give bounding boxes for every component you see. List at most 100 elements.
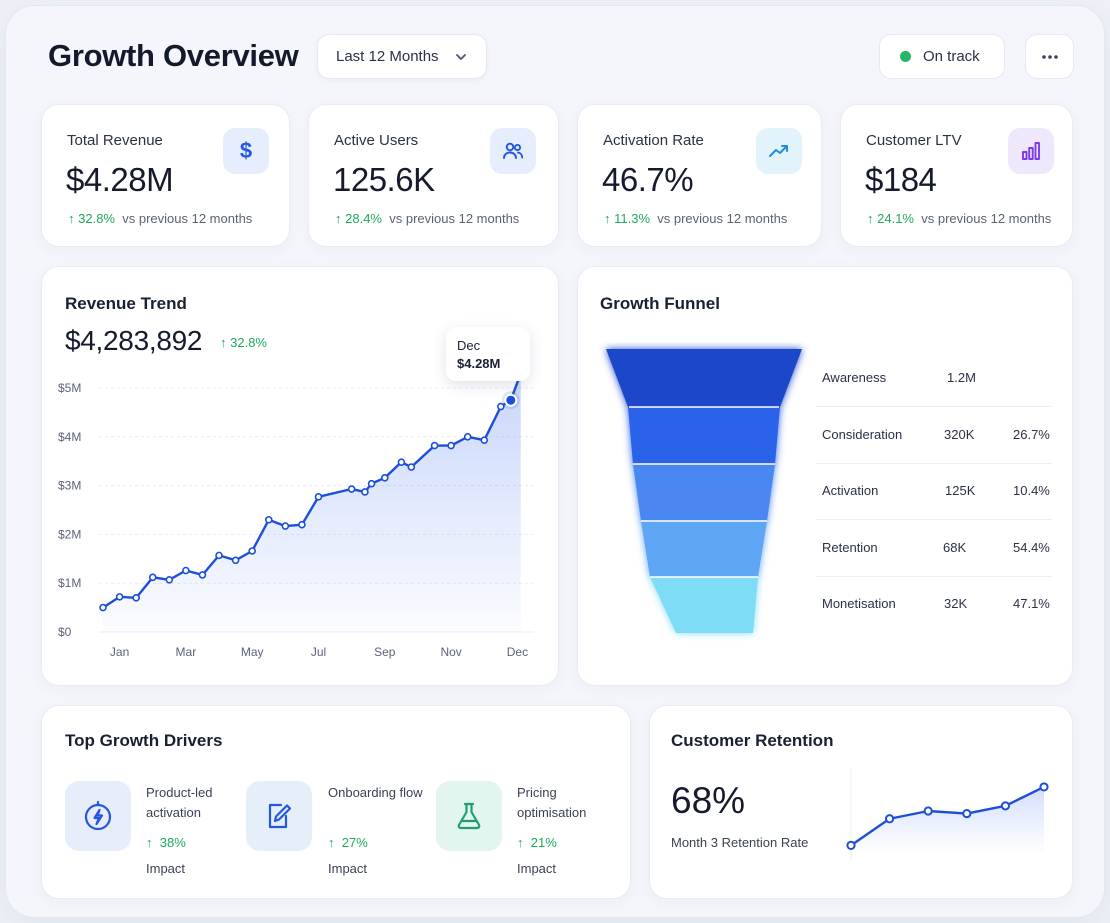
kpi-value: $4.28M (66, 161, 174, 198)
funnel-stage-retention (641, 521, 767, 577)
data-point (381, 473, 389, 482)
data-point (497, 402, 505, 411)
kpi-label: Active Users (334, 132, 419, 149)
growth-funnel-card: Growth Funnel Awareness 1.2M Considerati… (577, 266, 1073, 686)
revenue-trend-card: Revenue Trend $4,283,892 ↑ 32.8% $0 $1M $2… (41, 266, 559, 686)
data-point (885, 814, 895, 824)
tooltip-value: $4.28M (457, 356, 501, 371)
data-point (132, 594, 140, 602)
driver-impact-label: Impact (146, 861, 186, 876)
kpi-value: 46.7% (602, 161, 694, 198)
data-point (407, 463, 416, 471)
revenue-delta: ↑ 32.8% (220, 335, 267, 350)
revenue-total: $4,283,892 (65, 325, 203, 356)
y-tick-label: $5M (58, 381, 81, 395)
data-point (99, 603, 107, 612)
y-tick-label: $3M (58, 479, 81, 493)
x-tick-label: Jan (110, 645, 129, 659)
data-point (248, 547, 256, 555)
driver-impact-label: Impact (517, 861, 557, 876)
kpi-delta: ↑ 24.1% vs previous 12 months (867, 211, 1052, 226)
flask-icon (436, 781, 502, 851)
more-options-button[interactable] (1025, 34, 1074, 79)
users-icon (490, 128, 536, 174)
growth-drivers-card: Top Growth Drivers Product-led activatio… (41, 705, 631, 899)
bar-chart-icon (1008, 128, 1054, 174)
more-horizontal-icon (1041, 54, 1058, 59)
bolt-icon (65, 781, 131, 851)
data-point (504, 393, 518, 407)
data-point (281, 522, 290, 530)
up-arrow-icon: ↑ (68, 211, 79, 226)
data-point (115, 593, 124, 601)
y-tick-label: $1M (58, 576, 81, 590)
trend-up-icon (756, 128, 802, 174)
data-point (361, 488, 369, 496)
x-tick-label: Dec (507, 645, 528, 659)
x-tick-label: May (241, 645, 264, 659)
driver-impact-pct: ↑ 38% (146, 835, 186, 850)
revenue-trend-title: Revenue Trend (65, 294, 187, 313)
data-point (463, 433, 472, 441)
chart-tooltip: Dec $4.28M (446, 327, 530, 381)
data-point (198, 571, 207, 579)
data-point (397, 458, 406, 466)
kpi-value: $184 (865, 161, 937, 198)
kpi-card-customer-ltv: Customer LTV $184 ↑ 24.1% vs previous 12… (840, 104, 1073, 247)
retention-value: 68% (671, 780, 746, 821)
x-tick-label: Mar (176, 645, 197, 659)
data-point (430, 441, 439, 450)
status-badge: On track (879, 34, 1005, 79)
data-point (1039, 782, 1049, 792)
driver-name: Onboarding flow (328, 785, 423, 800)
retention-chart (846, 768, 1049, 860)
tooltip-month: Dec (457, 338, 481, 353)
funnel-stage-consideration (628, 407, 780, 464)
edit-icon (246, 781, 312, 851)
retention-area (851, 786, 1044, 854)
date-range-select[interactable]: Last 12 Months (317, 34, 487, 79)
dollar-icon: $ (223, 128, 269, 174)
data-point (962, 808, 972, 819)
svg-text:$: $ (240, 139, 252, 163)
x-tick-label: Sep (374, 645, 396, 659)
x-tick-label: Jul (311, 645, 326, 659)
data-point (264, 515, 273, 524)
data-point (165, 575, 174, 584)
data-point (846, 840, 856, 850)
data-point (480, 436, 489, 445)
date-range-label: Last 12 Months (336, 48, 439, 65)
driver-impact-pct: ↑ 27% (328, 835, 368, 850)
y-tick-label: $4M (58, 430, 81, 444)
driver-name: Pricing optimisation (517, 785, 587, 820)
data-point (447, 441, 455, 450)
data-point (347, 485, 356, 493)
data-point (182, 566, 190, 575)
x-tick-label: Nov (440, 645, 461, 659)
kpi-label: Activation Rate (603, 132, 704, 149)
kpi-label: Customer LTV (866, 132, 962, 149)
retention-caption: Month 3 Retention Rate (671, 835, 809, 850)
kpi-value: 125.6K (333, 161, 435, 198)
kpi-delta: ↑ 32.8% vs previous 12 months (68, 211, 253, 226)
status-label: On track (923, 48, 980, 65)
page-title: Growth Overview (48, 38, 299, 73)
kpi-card-activation-rate: Activation Rate 46.7% ↑ 11.3% vs previou… (577, 104, 822, 247)
data-point (923, 806, 933, 816)
kpi-delta: ↑ 28.4% vs previous 12 months (335, 211, 520, 226)
divider (816, 576, 1052, 577)
retention-line (850, 785, 1045, 847)
divider (816, 406, 1052, 407)
customer-retention-title: Customer Retention (671, 731, 834, 750)
data-point (1000, 801, 1010, 811)
driver-name: Product-led activation (146, 785, 213, 820)
up-arrow-icon: ↑ (335, 211, 346, 226)
driver-impact-pct: ↑ 21% (517, 835, 557, 850)
funnel-chart (606, 349, 802, 633)
customer-retention-card: Customer Retention 68% Month 3 Retention… (649, 705, 1073, 899)
divider (816, 463, 1052, 464)
status-dot (900, 51, 911, 62)
data-point (215, 551, 223, 560)
up-arrow-icon: ↑ (867, 211, 878, 226)
data-point (314, 493, 323, 501)
